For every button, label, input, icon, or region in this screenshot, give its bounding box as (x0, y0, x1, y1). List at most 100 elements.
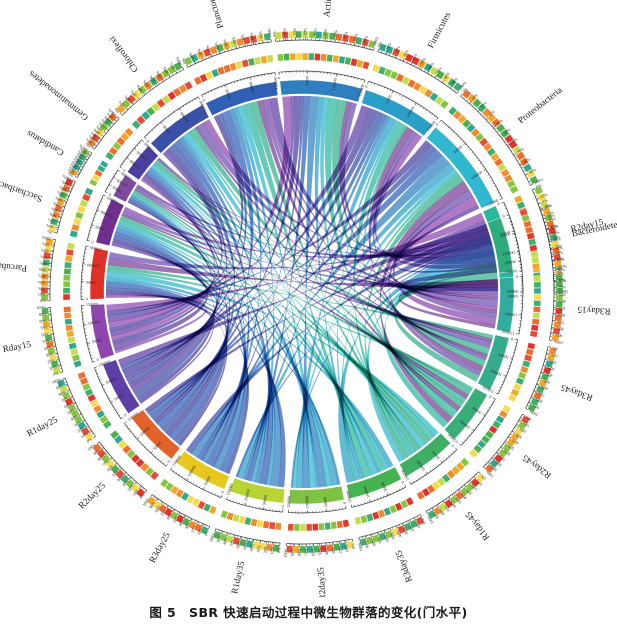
axis-minor-tick (481, 165, 484, 167)
axis-minor-tick (395, 56, 398, 59)
axis-tick (244, 502, 246, 506)
axis-tick-label: 50000 (499, 229, 510, 237)
axis-tick-label: 30% (48, 212, 57, 219)
axis-tick (186, 477, 189, 481)
axis-tick-label: 20% (47, 357, 56, 364)
axis-tick (546, 228, 550, 230)
axis-minor-tick (453, 450, 455, 453)
segment-arc[interactable] (90, 303, 115, 360)
axis-tick-label: 150000 (126, 411, 139, 422)
axis-tick-label: 0% (53, 370, 60, 377)
heatmap-cell (436, 477, 446, 487)
segment-arc[interactable] (95, 198, 125, 247)
heatmap-cell (114, 469, 125, 480)
axis-minor-tick (496, 189, 498, 191)
segment-arc[interactable] (496, 276, 515, 333)
segment-arc[interactable] (131, 409, 181, 460)
heatmap-cell (302, 52, 309, 61)
axis-minor-tick (111, 178, 114, 181)
axis-tick (244, 43, 246, 47)
segment-arc[interactable] (89, 247, 109, 300)
axis-minor-tick (126, 108, 129, 110)
segment-arc[interactable] (477, 334, 510, 391)
axis-tick-label: 60% (509, 136, 518, 145)
segment-label: Chloroflexi (107, 34, 141, 74)
axis-minor-tick (115, 172, 118, 175)
axis-tick-label: 80% (297, 548, 302, 556)
axis-minor-tick (392, 491, 394, 494)
segment-arc[interactable] (175, 450, 230, 490)
heatmap-cell (208, 505, 217, 515)
segment-arc[interactable] (426, 126, 495, 209)
axis-minor-tick (486, 119, 488, 121)
axis-minor-tick (517, 160, 519, 162)
axis-tick (516, 251, 520, 253)
axis-tick (471, 428, 474, 432)
segment-label: R2day45 (520, 453, 553, 481)
heatmap-cell (135, 458, 145, 468)
heatmap-cell (461, 118, 472, 129)
axis-minor-tick (126, 425, 128, 427)
axis-minor-tick (135, 435, 137, 438)
heatmap-cell (438, 502, 448, 513)
axis-minor-tick (165, 464, 168, 467)
axis-minor-tick (383, 495, 385, 498)
heatmap-cell (510, 388, 520, 397)
axis-minor-tick (123, 111, 126, 113)
axis-tick (477, 109, 480, 112)
segment-arc[interactable] (126, 145, 159, 181)
axis-minor-tick (442, 500, 444, 503)
axis-minor-tick (151, 129, 154, 131)
segment-arc[interactable] (279, 79, 363, 103)
axis-arc (124, 423, 167, 467)
axis-tick-label: 70% (40, 325, 49, 331)
segment-arc[interactable] (150, 104, 210, 154)
segment-arc[interactable] (399, 432, 451, 477)
heatmap-cell (94, 127, 105, 138)
axis-minor-tick (499, 387, 502, 389)
heatmap-cell (286, 545, 294, 554)
axis-arc (94, 118, 120, 150)
segment-arc[interactable] (361, 89, 433, 137)
heatmap-cell (73, 359, 83, 368)
segment-arc[interactable] (346, 466, 402, 499)
axis-minor-tick (214, 493, 216, 496)
axis-tick-label: 50% (66, 408, 75, 416)
axis-tick (86, 155, 89, 158)
axis-tick-label: 0 (108, 192, 112, 197)
heatmap-cell (126, 449, 136, 459)
axis-minor-tick (498, 390, 500, 392)
heatmap-cell (502, 443, 512, 453)
segment-label: R3day35 (393, 549, 414, 584)
axis-minor-tick (187, 516, 189, 519)
axis-minor-tick (480, 113, 483, 115)
heatmap-cell (346, 540, 354, 550)
axis-tick-label: 0% (524, 414, 532, 421)
heatmap-cell (42, 258, 51, 267)
axis-tick-label: 0 (511, 337, 514, 342)
heatmap-cell (52, 366, 62, 375)
heatmap-cell (520, 415, 531, 425)
segment-arc[interactable] (112, 174, 138, 203)
heatmap-cell (324, 522, 332, 531)
axis-minor-tick (508, 365, 511, 367)
heatmap-cell (63, 312, 72, 320)
axis-minor-tick (100, 201, 102, 203)
axis-minor-tick (187, 479, 189, 482)
heatmap-cell (446, 469, 456, 480)
segment-arc[interactable] (444, 387, 488, 440)
segment-arc[interactable] (102, 359, 141, 414)
heatmap-cell (63, 274, 71, 282)
heatmap-cell (539, 200, 549, 210)
axis-minor-tick (473, 154, 476, 156)
segment-arc[interactable] (288, 485, 345, 505)
axis-tick-label: 70% (239, 34, 246, 43)
segment-arc[interactable] (229, 477, 285, 504)
axis-minor-tick (494, 128, 496, 130)
axis-minor-tick (188, 101, 190, 104)
axis-tick-label: 100000 (88, 319, 101, 326)
segment-arc[interactable] (487, 217, 514, 274)
segment-arc[interactable] (205, 81, 279, 116)
axis-tick-label: 10% (474, 478, 483, 487)
axis-tick (134, 481, 137, 485)
